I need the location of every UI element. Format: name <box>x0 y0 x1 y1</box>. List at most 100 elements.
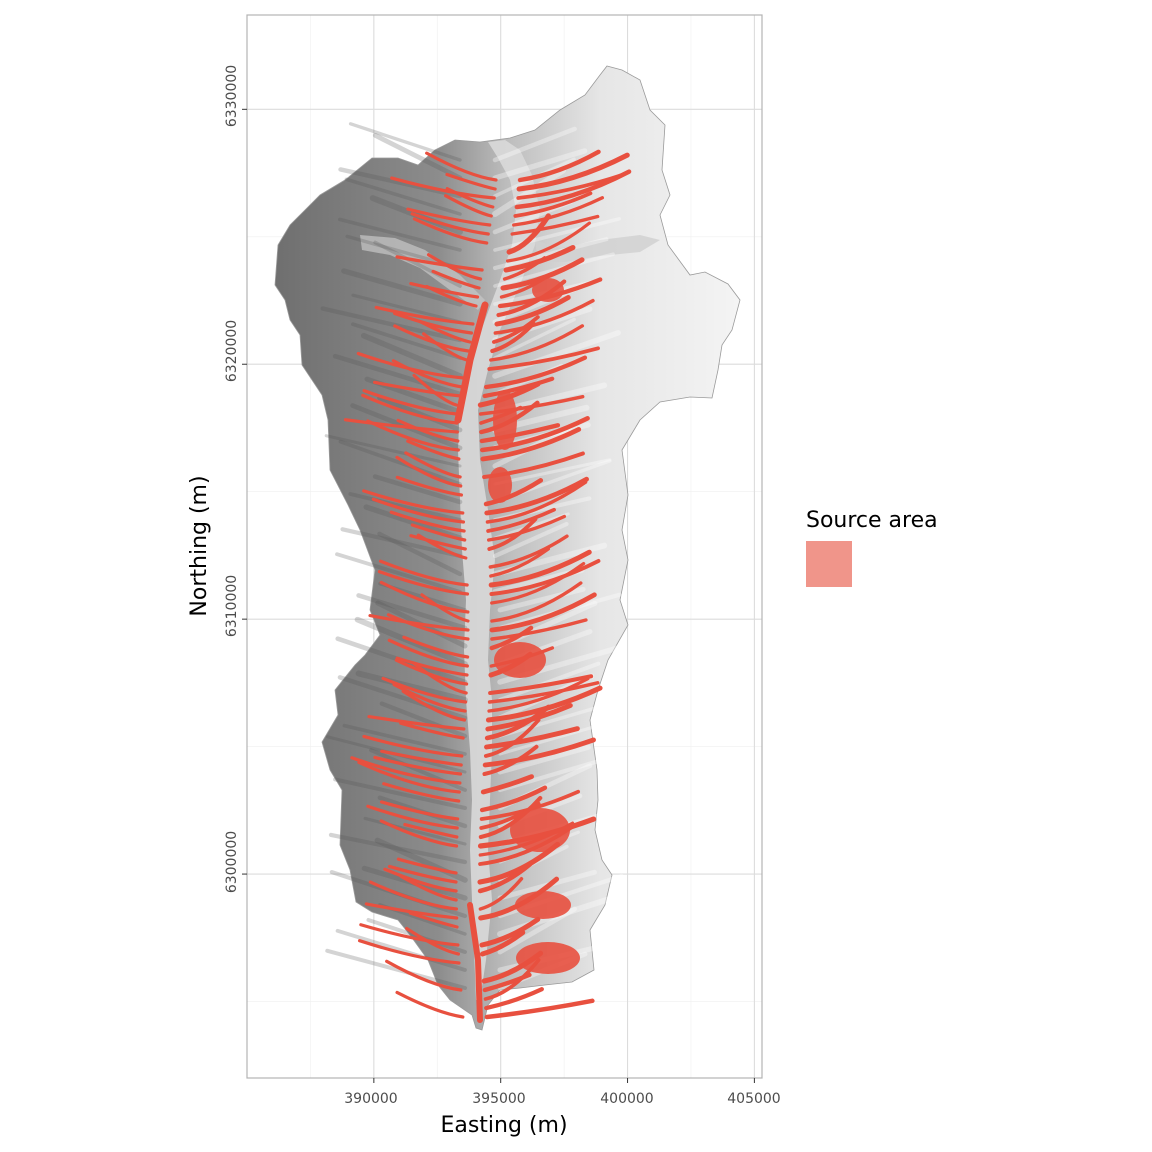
y-tick-label: 6310000 <box>224 575 240 637</box>
source-area-patch <box>490 618 588 641</box>
source-area-patch <box>443 194 493 218</box>
source-area-patch <box>408 911 459 929</box>
source-area-patch <box>425 284 478 308</box>
source-area-patch <box>489 625 534 651</box>
ridge-shade <box>342 723 467 756</box>
source-area-patch <box>372 380 463 398</box>
source-area-patch <box>431 269 481 290</box>
ridge-shade <box>320 306 463 343</box>
source-area-patch <box>357 939 461 965</box>
source-area-patch <box>516 152 630 192</box>
ridge-highlight <box>492 330 621 379</box>
source-area-patch <box>410 212 490 236</box>
x-tick-label: 400000 <box>600 1091 653 1107</box>
source-area-patch <box>479 930 526 957</box>
legend: Source area <box>806 508 938 587</box>
source-area-patch <box>405 926 461 956</box>
source-area-patch <box>513 191 593 218</box>
source-area-patch <box>368 880 458 911</box>
source-area-patch <box>517 149 601 183</box>
source-area-patch <box>467 902 483 1023</box>
source-area-patch <box>486 507 556 533</box>
ridge-shade <box>360 332 463 379</box>
ridge-highlight <box>493 458 612 486</box>
ridge-shade <box>356 593 468 631</box>
source-area-patch <box>485 480 588 524</box>
ridge-highlight <box>493 317 576 360</box>
source-area-patch <box>380 749 463 767</box>
source-area-patch <box>490 581 583 623</box>
source-area-patch <box>478 795 543 840</box>
source-area-patch <box>532 278 564 302</box>
ridge-highlight <box>492 237 609 271</box>
source-area-patch <box>445 187 495 209</box>
source-area-patch <box>515 891 571 919</box>
source-area-patch <box>389 510 466 533</box>
source-area-patch <box>395 990 465 1019</box>
source-area-patch <box>479 423 561 444</box>
source-area-patch <box>488 534 569 569</box>
source-area-patch <box>390 176 496 200</box>
ridge-shade <box>333 777 468 811</box>
ridge-shade <box>372 474 463 505</box>
source-area-patch <box>387 638 469 668</box>
source-area-patch <box>445 172 497 191</box>
source-area-patch <box>479 785 548 813</box>
source-area-patch <box>392 682 467 713</box>
source-area-patch <box>357 760 461 794</box>
source-area-patch <box>362 388 459 416</box>
source-area-patch <box>362 734 464 758</box>
source-area-patch <box>361 393 459 425</box>
source-area-patch <box>478 877 524 911</box>
ridge-shade <box>328 832 468 865</box>
source-area-patch <box>489 558 601 596</box>
y-axis-ticks <box>242 108 247 875</box>
source-area-patch <box>412 661 468 695</box>
source-area-patch <box>422 332 469 362</box>
source-area-patch <box>391 359 464 389</box>
source-area-patch <box>379 819 459 848</box>
source-area-patch <box>419 320 472 344</box>
source-area-patch <box>493 298 595 335</box>
source-area-patch <box>399 874 458 902</box>
source-area-patch <box>382 782 461 803</box>
source-area-patch <box>477 861 533 894</box>
source-area-patch <box>506 221 592 263</box>
ridge-shade <box>332 353 463 397</box>
ridge-highlight <box>497 752 622 793</box>
ridge-shade <box>379 701 468 739</box>
source-area-patch <box>483 718 541 758</box>
source-area-patch <box>491 315 540 344</box>
source-area-patch <box>412 373 458 407</box>
ridge-shade <box>338 167 463 199</box>
source-area-patch <box>506 213 551 255</box>
ridge-shade <box>348 122 462 162</box>
source-area-patch <box>406 439 461 461</box>
ridge-shade <box>324 434 462 468</box>
ridge-shade <box>338 439 462 486</box>
y-tick-label: 6300000 <box>224 831 240 893</box>
source-area-patch <box>482 376 555 399</box>
legend-key-source-area <box>806 541 852 587</box>
source-area-patch <box>483 478 544 507</box>
ridge-highlight <box>493 252 615 288</box>
x-axis-tick-labels: 390000 395000 400000 405000 <box>344 1091 780 1107</box>
source-area-patch <box>480 416 590 453</box>
source-area-patch <box>512 196 605 227</box>
ridge-highlight <box>492 126 577 163</box>
source-area-patch <box>486 514 567 542</box>
source-area-patch <box>379 580 470 614</box>
ridge-shade <box>335 552 462 594</box>
source-area-layer <box>343 149 632 1023</box>
ridge-highlight <box>492 521 569 559</box>
ridge-shade <box>337 217 462 252</box>
source-area-patch <box>510 214 600 236</box>
source-area-patch <box>484 355 588 390</box>
source-area-patch <box>373 755 463 776</box>
ridge-highlight <box>492 167 566 217</box>
source-area-patch <box>489 592 597 633</box>
source-area-patch <box>489 324 585 362</box>
source-area-patch <box>494 295 571 327</box>
source-area-patch <box>359 923 460 947</box>
source-area-patch <box>403 822 459 839</box>
